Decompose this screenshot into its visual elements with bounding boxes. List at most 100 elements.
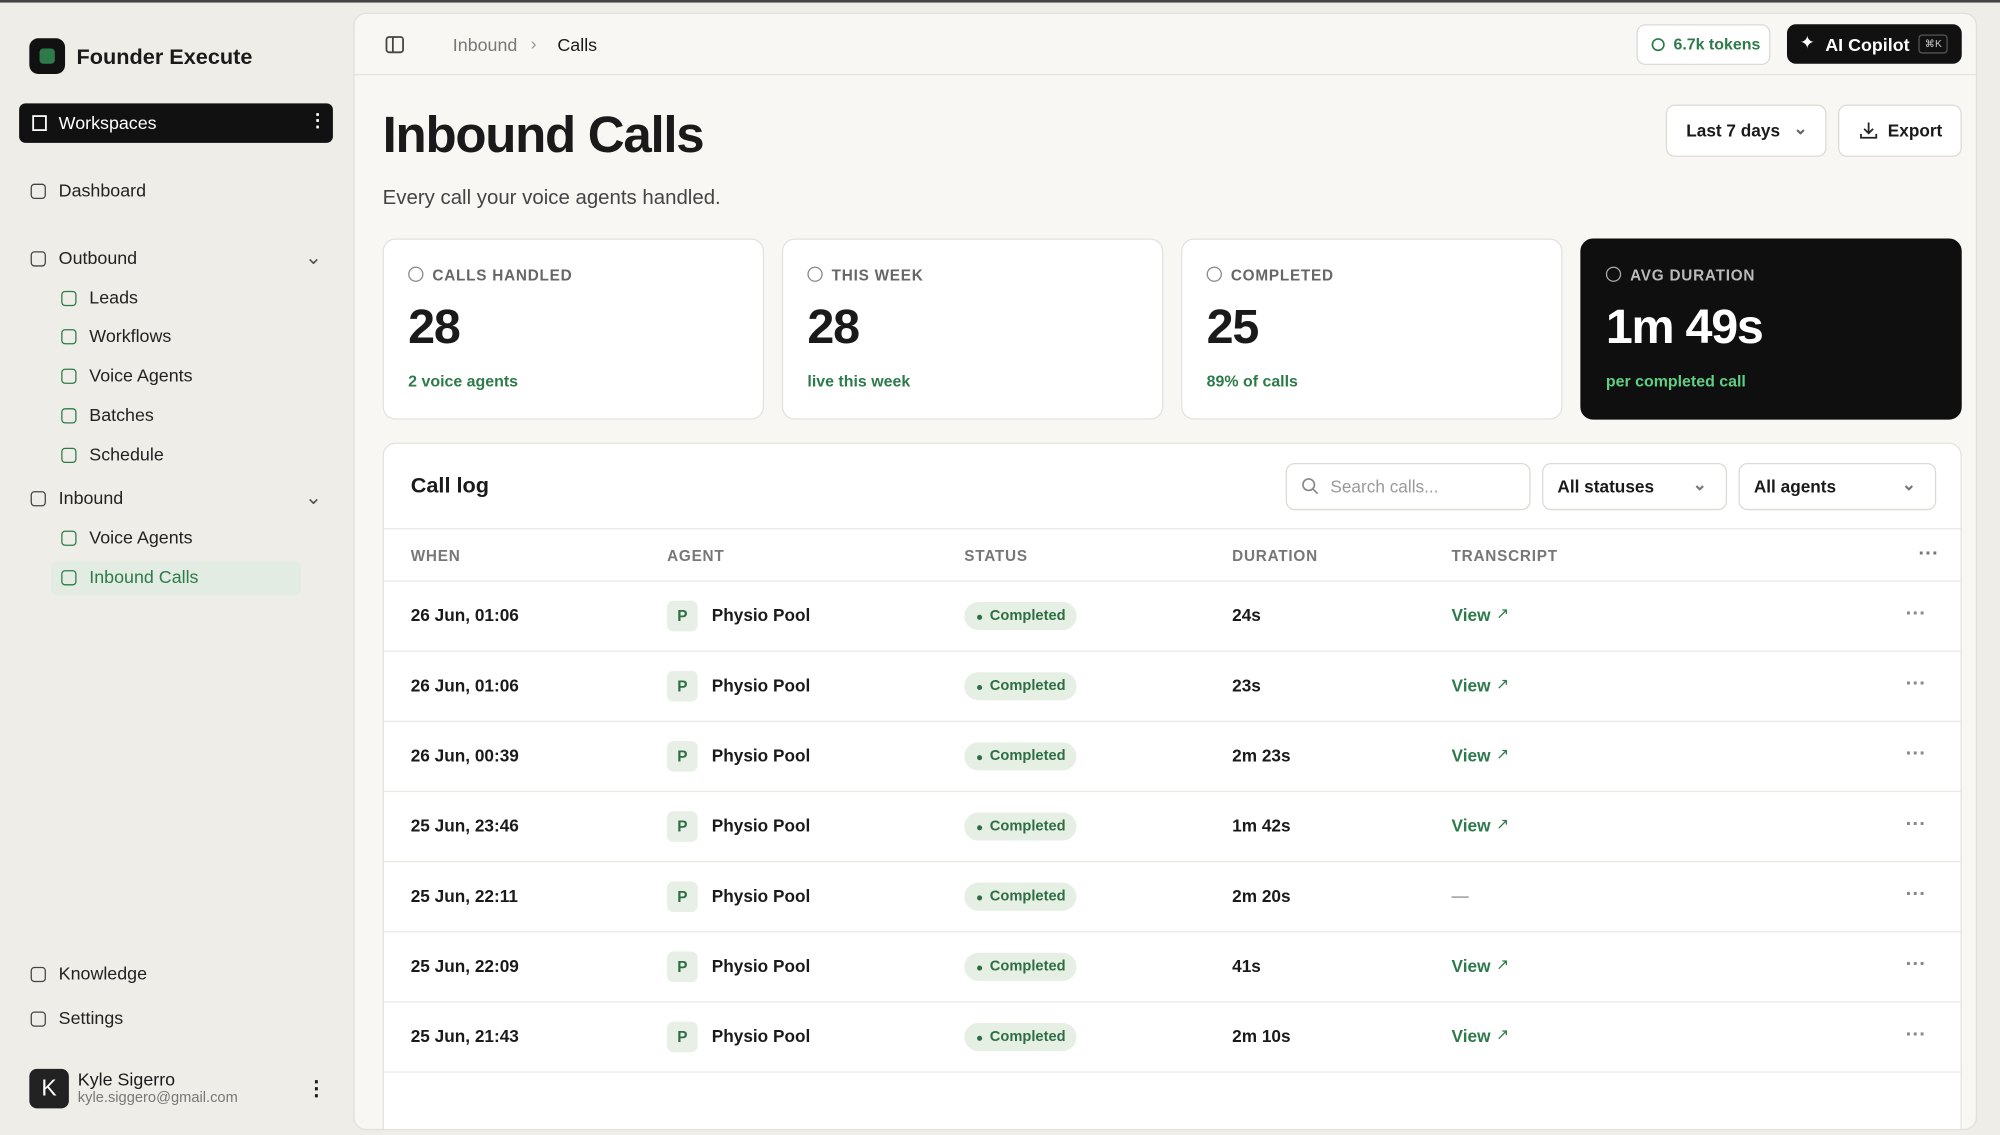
nav-item[interactable]: Inbound Calls: [89, 566, 199, 587]
stat-value: 28: [408, 301, 461, 355]
stat-card: CALLS HANDLED 28 2 voice agents: [382, 238, 765, 420]
cell-agent: Physio Pool: [711, 1026, 811, 1046]
nav-icon: [61, 447, 77, 464]
cell-duration: 1m 42s: [1232, 816, 1291, 836]
cell-agent: Physio Pool: [711, 746, 811, 766]
icon: [807, 266, 823, 282]
divider: [383, 720, 1961, 722]
nav-icon: [30, 251, 46, 267]
external-icon: ↗: [1496, 604, 1510, 623]
icon: [1651, 38, 1665, 52]
search-placeholder: Search calls...: [1330, 477, 1439, 497]
agent-avatar: P: [667, 670, 698, 702]
divider: [383, 650, 1961, 652]
transcript-link[interactable]: View: [1451, 956, 1491, 976]
nav-item[interactable]: Voice Agents: [89, 364, 193, 386]
nav-item[interactable]: Leads: [89, 286, 138, 308]
nav-item[interactable]: Settings: [58, 1007, 124, 1029]
workspace-button[interactable]: Workspaces ⋮: [19, 103, 333, 143]
menu-dots[interactable]: ⋮: [306, 1079, 327, 1101]
brand: Founder Execute: [76, 44, 253, 69]
divider: [383, 931, 1961, 933]
cell-duration: 24s: [1232, 605, 1261, 625]
export-label: Export: [1887, 121, 1943, 141]
nav-item[interactable]: Batches: [89, 404, 154, 425]
row-menu[interactable]: ···: [1905, 954, 1927, 976]
stat-label: AVG DURATION: [1630, 266, 1756, 285]
nav-item[interactable]: Schedule: [89, 443, 164, 465]
cell-duration: 2m 10s: [1232, 1026, 1291, 1046]
nav-icon: [61, 408, 77, 424]
chevron: ⌄: [304, 487, 322, 509]
row-menu[interactable]: ···: [1905, 673, 1927, 696]
menu-dots: ⋮: [308, 109, 327, 131]
transcript-link: —: [1451, 886, 1469, 906]
transcript-link[interactable]: View: [1451, 605, 1491, 625]
copilot-button[interactable]: ✦ AI Copilot ⌘K: [1786, 24, 1962, 64]
divider: [383, 1001, 1961, 1003]
sidebar-toggle[interactable]: [385, 36, 405, 55]
external-icon: ↗: [1496, 955, 1510, 974]
nav-item[interactable]: Inbound: [58, 487, 124, 508]
tokens[interactable]: 6.7k tokens: [1636, 24, 1771, 66]
stat-note: per completed call: [1605, 372, 1746, 391]
stat-note: 89% of calls: [1206, 372, 1298, 391]
user-email: kyle.siggero@gmail.com: [77, 1090, 238, 1106]
nav-item[interactable]: Voice Agents: [89, 526, 193, 548]
column-header: STATUS: [964, 547, 1028, 566]
status-badge: Completed: [964, 882, 1078, 911]
range-label: Last 7 days: [1686, 121, 1781, 141]
nav-icon: [30, 491, 46, 507]
page-subtitle: Every call your voice agents handled.: [382, 187, 721, 210]
stat-card: COMPLETED 25 89% of calls: [1181, 238, 1563, 420]
search[interactable]: Search calls...: [1285, 463, 1531, 511]
nav-item[interactable]: Knowledge: [58, 963, 148, 984]
icon: ✦: [1799, 31, 1815, 53]
stat-label: CALLS HANDLED: [432, 266, 573, 285]
range-select[interactable]: Last 7 days ⌄: [1665, 104, 1827, 157]
breadcrumb[interactable]: Inbound: [452, 34, 518, 55]
agent-avatar: P: [667, 951, 698, 983]
divider: [383, 1071, 1961, 1073]
cell-duration: 2m 20s: [1232, 886, 1291, 906]
column-header: AGENT: [667, 547, 725, 566]
nav-icon: [61, 530, 77, 546]
row-menu[interactable]: ···: [1905, 603, 1927, 625]
stat-card: THIS WEEK 28 live this week: [781, 238, 1164, 420]
tokens-label: 6.7k tokens: [1673, 35, 1761, 54]
external-icon: ↗: [1496, 815, 1510, 833]
page-title: Inbound Calls: [382, 107, 705, 164]
user-name: Kyle Sigerro: [77, 1068, 176, 1090]
status-badge: Completed: [964, 672, 1078, 701]
transcript-link[interactable]: View: [1451, 746, 1491, 766]
row-menu[interactable]: ···: [1905, 1024, 1927, 1046]
row-menu[interactable]: ···: [1905, 813, 1927, 836]
workspace-label: Workspaces: [58, 112, 157, 133]
active-bg: [51, 561, 302, 596]
transcript-link[interactable]: View: [1451, 676, 1491, 696]
transcript-link[interactable]: View: [1451, 816, 1491, 836]
nav-icon: [61, 290, 77, 307]
row-menu[interactable]: ···: [1905, 883, 1927, 906]
cell-when: 25 Jun, 22:11: [410, 886, 518, 906]
nav-item[interactable]: Outbound: [58, 247, 138, 268]
cell-when: 26 Jun, 01:06: [410, 605, 519, 625]
nav-item[interactable]: Dashboard: [58, 179, 147, 201]
column-header: WHEN: [410, 547, 461, 566]
nav-icon: [30, 966, 46, 983]
icon: [1860, 122, 1878, 139]
external-icon: ↗: [1496, 744, 1510, 763]
stat-note: live this week: [807, 372, 911, 391]
external-icon: ↗: [1496, 674, 1510, 693]
nav-item[interactable]: Workflows: [89, 325, 172, 346]
status-filter[interactable]: All statuses ⌄: [1542, 463, 1728, 511]
agent-filter[interactable]: All agents ⌄: [1738, 463, 1937, 511]
export-button[interactable]: Export: [1838, 104, 1962, 157]
cell-agent: Physio Pool: [711, 816, 811, 836]
transcript-link[interactable]: View: [1451, 1026, 1491, 1046]
divider: [383, 528, 1961, 530]
column-menu[interactable]: ···: [1918, 543, 1939, 566]
row-menu[interactable]: ···: [1905, 743, 1927, 766]
logo: [29, 38, 66, 74]
